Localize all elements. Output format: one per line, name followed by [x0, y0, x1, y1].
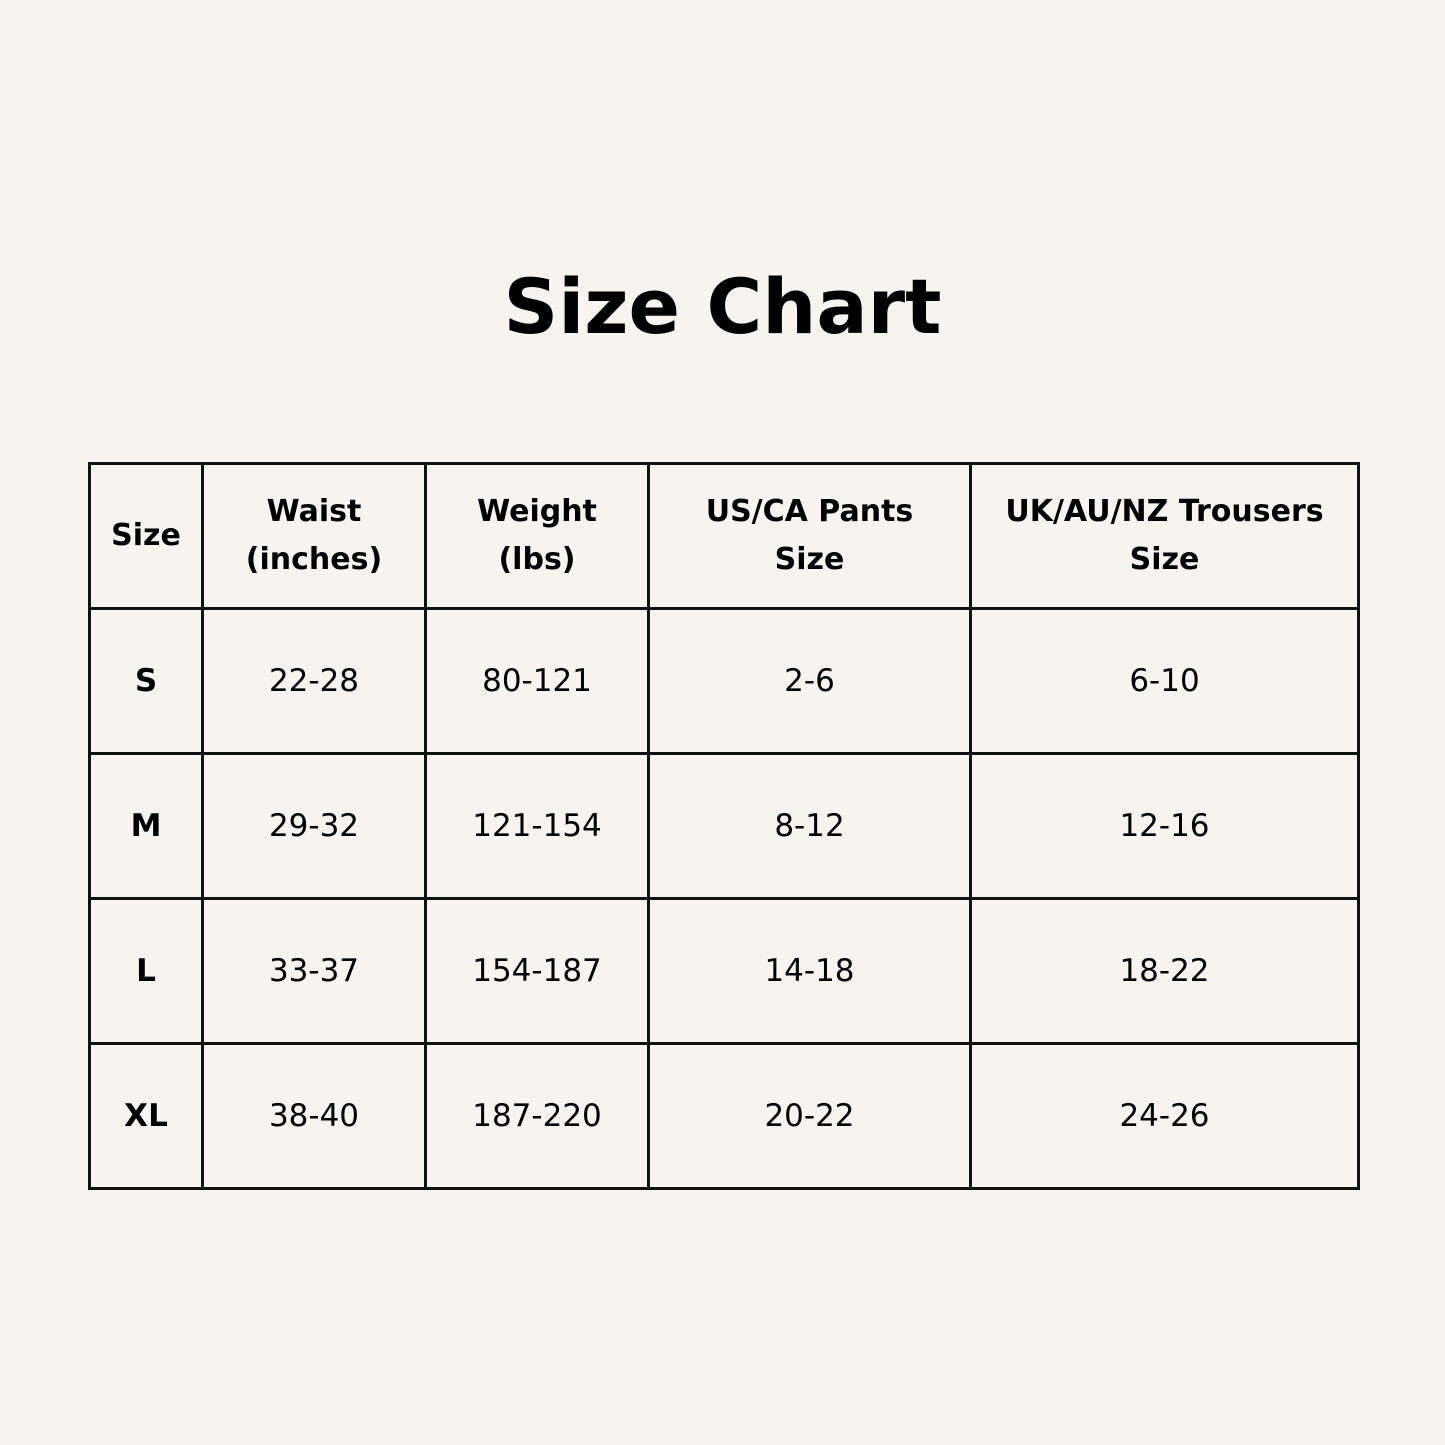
cell-size: M — [88, 752, 204, 900]
header-subtext: (inches) — [245, 542, 383, 577]
cell-us-ca-size: 2-6 — [647, 607, 972, 755]
cell-size: XL — [88, 1042, 204, 1190]
cell-waist: 29-32 — [201, 752, 427, 900]
cell-weight: 154-187 — [424, 897, 650, 1045]
cell-weight: 121-154 — [424, 752, 650, 900]
header-subtext: Size — [774, 542, 845, 577]
cell-uk-au-nz-size: 12-16 — [969, 752, 1360, 900]
header-text: Waist — [266, 494, 362, 529]
cell-weight: 80-121 — [424, 607, 650, 755]
header-text: UK/AU/NZ Trousers — [1005, 494, 1324, 529]
table-row: S 22-28 80-121 2-6 6-10 — [88, 607, 1360, 755]
cell-uk-au-nz-size: 18-22 — [969, 897, 1360, 1045]
cell-us-ca-size: 8-12 — [647, 752, 972, 900]
cell-uk-au-nz-size: 24-26 — [969, 1042, 1360, 1190]
cell-uk-au-nz-size: 6-10 — [969, 607, 1360, 755]
header-waist: Waist (inches) — [201, 462, 427, 610]
header-text: US/CA Pants — [705, 494, 914, 529]
header-text: Size — [111, 518, 181, 553]
page-title: Size Chart — [503, 262, 942, 351]
header-weight: Weight (lbs) — [424, 462, 650, 610]
cell-size: L — [88, 897, 204, 1045]
cell-waist: 22-28 — [201, 607, 427, 755]
table-row: M 29-32 121-154 8-12 12-16 — [88, 752, 1360, 900]
header-us-ca: US/CA Pants Size — [647, 462, 972, 610]
header-subtext: Size — [1129, 542, 1200, 577]
size-chart-table: Size Waist (inches) Weight (lbs) US/CA Pan… — [88, 462, 1360, 1190]
table-row: L 33-37 154-187 14-18 18-22 — [88, 897, 1360, 1045]
cell-size: S — [88, 607, 204, 755]
header-subtext: (lbs) — [498, 542, 576, 577]
cell-us-ca-size: 14-18 — [647, 897, 972, 1045]
table-row: XL 38-40 187-220 20-22 24-26 — [88, 1042, 1360, 1190]
header-row: Size Waist (inches) Weight (lbs) US/CA Pan… — [88, 462, 1360, 610]
cell-us-ca-size: 20-22 — [647, 1042, 972, 1190]
cell-waist: 38-40 — [201, 1042, 427, 1190]
cell-weight: 187-220 — [424, 1042, 650, 1190]
header-uk-au-nz: UK/AU/NZ Trousers Size — [969, 462, 1360, 610]
header-size: Size — [88, 462, 204, 610]
header-text: Weight — [477, 494, 597, 529]
cell-waist: 33-37 — [201, 897, 427, 1045]
